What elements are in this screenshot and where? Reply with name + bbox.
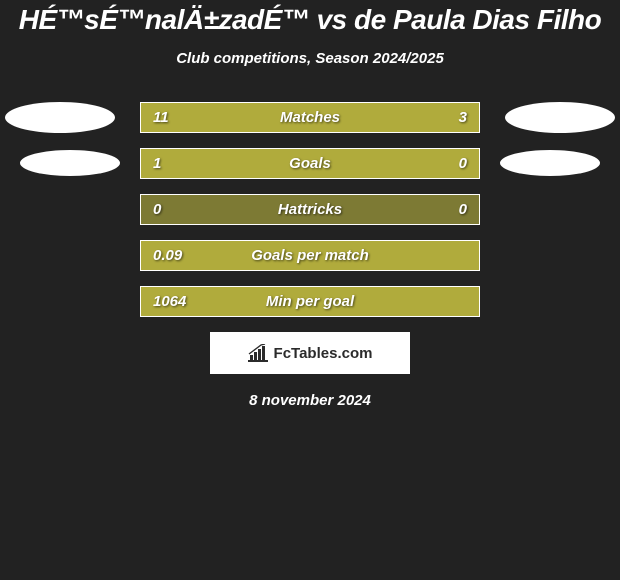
stat-value-right: 3	[459, 109, 467, 126]
bar-fill-left	[141, 149, 411, 178]
stat-label: Hattricks	[278, 201, 342, 218]
stat-value-left: 11	[153, 109, 169, 126]
bar-chart-icon	[248, 344, 268, 362]
stat-value-right: 0	[459, 155, 467, 172]
stat-bar: 1 Goals 0	[140, 148, 480, 179]
page-title: HÉ™sÉ™nalÄ±zadÉ™ vs de Paula Dias Filho	[0, 4, 620, 36]
brand-text: FcTables.com	[274, 345, 373, 362]
date-label: 8 november 2024	[0, 392, 620, 409]
stat-value-left: 0.09	[153, 247, 182, 264]
stat-label: Goals per match	[251, 247, 369, 264]
bar-fill-right	[411, 149, 479, 178]
subtitle: Club competitions, Season 2024/2025	[0, 50, 620, 67]
stat-label: Matches	[280, 109, 340, 126]
stat-row: 1 Goals 0	[0, 148, 620, 179]
stat-label: Goals	[289, 155, 331, 172]
comparison-infographic: HÉ™sÉ™nalÄ±zadÉ™ vs de Paula Dias Filho …	[0, 0, 620, 409]
brand-badge: FcTables.com	[210, 332, 410, 374]
stat-value-left: 0	[153, 201, 161, 218]
stat-bar: 1064 Min per goal	[140, 286, 480, 317]
stat-bar: 0 Hattricks 0	[140, 194, 480, 225]
stat-row: 1064 Min per goal	[0, 286, 620, 317]
stat-value-left: 1064	[153, 293, 186, 310]
stat-bar: 0.09 Goals per match	[140, 240, 480, 271]
stat-value-right: 0	[459, 201, 467, 218]
bar-fill-left	[141, 103, 398, 132]
stat-row: 11 Matches 3	[0, 102, 620, 133]
stat-row: 0.09 Goals per match	[0, 240, 620, 271]
stats-area: 11 Matches 3 1 Goals 0 0 Hattricks 0 0.09 Goals pe…	[0, 102, 620, 317]
stat-row: 0 Hattricks 0	[0, 194, 620, 225]
stat-value-left: 1	[153, 155, 161, 172]
stat-bar: 11 Matches 3	[140, 102, 480, 133]
stat-label: Min per goal	[266, 293, 354, 310]
